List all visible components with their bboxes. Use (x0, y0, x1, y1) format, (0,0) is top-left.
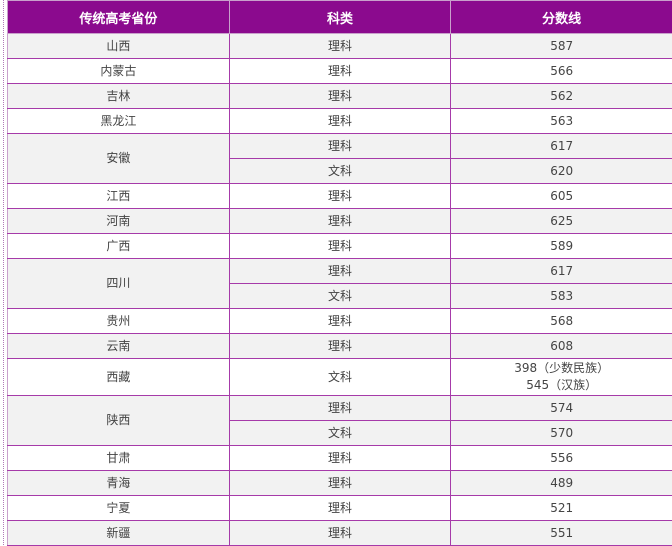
category-cell: 理科 (229, 334, 451, 359)
score-cell: 617 (451, 134, 672, 159)
score-cell: 620 (451, 159, 672, 184)
score-cell: 398（少数民族）545（汉族） (451, 359, 672, 396)
category-cell: 理科 (229, 34, 451, 59)
score-cell: 489 (451, 471, 672, 496)
score-cell: 551 (451, 521, 672, 546)
category-cell: 理科 (229, 259, 451, 284)
province-cell: 西藏 (8, 359, 230, 396)
score-cell: 556 (451, 446, 672, 471)
score-cell: 574 (451, 396, 672, 421)
category-cell: 理科 (229, 234, 451, 259)
score-cell: 570 (451, 421, 672, 446)
category-cell: 理科 (229, 309, 451, 334)
category-cell: 理科 (229, 496, 451, 521)
category-cell: 理科 (229, 109, 451, 134)
score-cell: 563 (451, 109, 672, 134)
category-cell: 理科 (229, 134, 451, 159)
province-cell: 新疆 (8, 521, 230, 546)
category-cell: 理科 (229, 84, 451, 109)
category-cell: 理科 (229, 446, 451, 471)
score-cell: 617 (451, 259, 672, 284)
category-cell: 理科 (229, 59, 451, 84)
province-cell: 云南 (8, 334, 230, 359)
province-cell: 安徽 (8, 134, 230, 184)
score-cell: 566 (451, 59, 672, 84)
province-cell: 广西 (8, 234, 230, 259)
category-cell: 文科 (229, 284, 451, 309)
province-cell: 江西 (8, 184, 230, 209)
province-cell: 陕西 (8, 396, 230, 446)
category-cell: 理科 (229, 471, 451, 496)
category-cell: 文科 (229, 421, 451, 446)
score-cell: 605 (451, 184, 672, 209)
province-cell: 河南 (8, 209, 230, 234)
province-cell: 山西 (8, 34, 230, 59)
header-score: 分数线 (451, 1, 672, 34)
province-cell: 宁夏 (8, 496, 230, 521)
score-line: 545（汉族） (451, 377, 672, 394)
score-cell: 608 (451, 334, 672, 359)
page-border (3, 0, 4, 545)
province-cell: 甘肃 (8, 446, 230, 471)
category-cell: 理科 (229, 209, 451, 234)
province-cell: 黑龙江 (8, 109, 230, 134)
category-cell: 理科 (229, 396, 451, 421)
score-cell: 589 (451, 234, 672, 259)
score-line: 398（少数民族） (451, 360, 672, 377)
score-cell: 562 (451, 84, 672, 109)
score-cell: 521 (451, 496, 672, 521)
header-category: 科类 (229, 1, 451, 34)
score-cell: 625 (451, 209, 672, 234)
category-cell: 文科 (229, 159, 451, 184)
score-cell: 568 (451, 309, 672, 334)
category-cell: 理科 (229, 521, 451, 546)
score-cell: 587 (451, 34, 672, 59)
province-cell: 贵州 (8, 309, 230, 334)
province-cell: 内蒙古 (8, 59, 230, 84)
province-cell: 青海 (8, 471, 230, 496)
category-cell: 文科 (229, 359, 451, 396)
category-cell: 理科 (229, 184, 451, 209)
province-cell: 吉林 (8, 84, 230, 109)
score-cell: 583 (451, 284, 672, 309)
province-cell: 四川 (8, 259, 230, 309)
header-province: 传统高考省份 (8, 1, 230, 34)
header-row: 传统高考省份 科类 分数线 (8, 1, 672, 34)
